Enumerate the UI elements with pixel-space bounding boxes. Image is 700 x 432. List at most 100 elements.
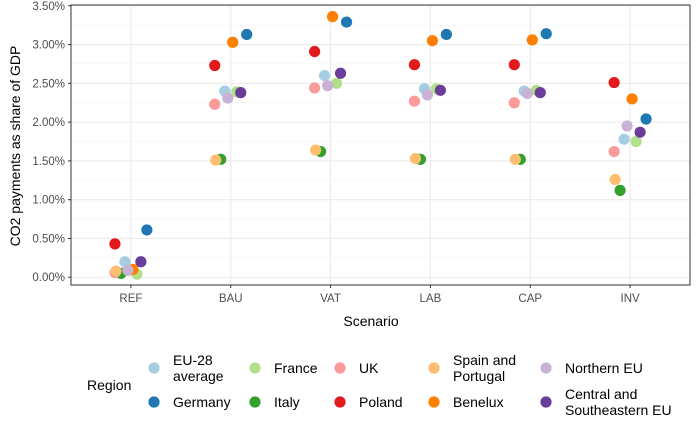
legend-key bbox=[334, 362, 346, 374]
data-point bbox=[434, 84, 447, 96]
legend-label: UK bbox=[359, 360, 379, 376]
data-point bbox=[409, 152, 422, 165]
series-northern-eu bbox=[122, 80, 633, 276]
data-point bbox=[334, 67, 347, 79]
data-point bbox=[640, 113, 652, 125]
series-spain-and-portugal bbox=[110, 144, 621, 277]
series-poland bbox=[109, 45, 620, 250]
plot-area bbox=[71, 5, 690, 285]
data-point bbox=[210, 154, 222, 166]
data-point bbox=[340, 16, 353, 28]
data-point bbox=[135, 256, 147, 268]
legend-key bbox=[540, 362, 552, 374]
data-point bbox=[321, 80, 334, 92]
legend-key bbox=[148, 396, 160, 408]
data-point bbox=[326, 11, 339, 23]
data-point bbox=[534, 87, 546, 99]
legend-title: Region bbox=[87, 377, 131, 393]
legend-label: Germany bbox=[173, 394, 231, 410]
data-point bbox=[526, 34, 538, 46]
data-point bbox=[626, 93, 638, 105]
legend-item: France bbox=[249, 360, 318, 376]
data-point bbox=[227, 36, 239, 48]
data-point bbox=[614, 184, 626, 196]
legend-key bbox=[249, 362, 261, 374]
data-point bbox=[310, 144, 322, 156]
y-tick-label: 1.00% bbox=[32, 195, 65, 207]
data-point bbox=[608, 76, 620, 89]
legend-label: average bbox=[173, 368, 224, 384]
data-point bbox=[110, 265, 122, 277]
y-tick-label: 1.50% bbox=[32, 156, 65, 168]
data-point bbox=[540, 28, 552, 40]
data-point bbox=[408, 95, 421, 107]
legend-key bbox=[428, 396, 440, 408]
legend-label: Northern EU bbox=[565, 360, 643, 376]
data-point bbox=[426, 35, 439, 47]
data-point bbox=[122, 264, 134, 276]
data-point bbox=[609, 173, 621, 186]
data-point bbox=[109, 238, 121, 250]
data-point bbox=[440, 28, 452, 41]
legend-key bbox=[249, 396, 261, 408]
y-tick-label: 3.50% bbox=[32, 1, 65, 13]
data-point bbox=[630, 135, 642, 148]
series-germany bbox=[141, 16, 652, 236]
x-axis-title: Scenario bbox=[343, 313, 398, 329]
data-point bbox=[608, 145, 620, 158]
legend-label: Central and bbox=[565, 386, 637, 402]
data-point bbox=[209, 59, 221, 72]
x-tick-label: VAT bbox=[320, 293, 341, 305]
data-point bbox=[209, 98, 221, 110]
data-point bbox=[634, 126, 646, 138]
data-point bbox=[508, 59, 520, 71]
data-point bbox=[241, 28, 253, 41]
legend-key bbox=[334, 396, 346, 408]
x-tick-label: INV bbox=[621, 293, 641, 305]
y-tick-label: 3.00% bbox=[32, 40, 65, 52]
y-axis-title: CO2 payments as share of GDP bbox=[7, 46, 23, 247]
legend-label: EU-28 bbox=[173, 352, 213, 368]
series-eu-28-average bbox=[119, 69, 630, 268]
y-tick-label: 2.00% bbox=[32, 117, 65, 129]
legend-label: Italy bbox=[274, 394, 300, 410]
plot-background bbox=[71, 5, 690, 285]
y-tick-label: 2.50% bbox=[32, 78, 65, 90]
data-point bbox=[408, 59, 421, 71]
data-point bbox=[509, 153, 521, 165]
data-point bbox=[318, 69, 331, 82]
y-tick-label: 0.00% bbox=[32, 272, 65, 284]
plot-border bbox=[70, 4, 691, 286]
legend-label: France bbox=[274, 360, 318, 376]
legend-label: Spain and bbox=[453, 352, 516, 368]
legend-item: UK bbox=[334, 360, 379, 376]
x-tick-label: BAU bbox=[219, 293, 243, 305]
legend-label: Portugal bbox=[453, 368, 505, 384]
data-point bbox=[141, 224, 153, 236]
y-tick-label: 0.50% bbox=[32, 233, 65, 245]
series-central-and-southeastern-eu bbox=[135, 67, 646, 268]
legend-item: Italy bbox=[249, 394, 300, 410]
x-tick-label: LAB bbox=[420, 293, 442, 305]
data-point bbox=[309, 45, 321, 58]
axes: Scenario CO2 payments as share of GDP 0.… bbox=[7, 1, 691, 329]
data-point bbox=[309, 82, 321, 94]
x-tick-label: CAP bbox=[518, 293, 542, 305]
legend-item: Northern EU bbox=[540, 360, 643, 376]
data-point bbox=[330, 77, 343, 89]
data-point bbox=[421, 89, 434, 101]
legend-key bbox=[428, 362, 440, 374]
data-point bbox=[119, 256, 131, 268]
data-point bbox=[521, 87, 533, 100]
data-point bbox=[508, 97, 520, 109]
legend-item: Germany bbox=[148, 394, 231, 410]
legend-key bbox=[148, 362, 160, 374]
legend-key bbox=[540, 396, 552, 408]
legend-label: Benelux bbox=[453, 394, 504, 410]
x-tick-label: REF bbox=[119, 293, 142, 305]
